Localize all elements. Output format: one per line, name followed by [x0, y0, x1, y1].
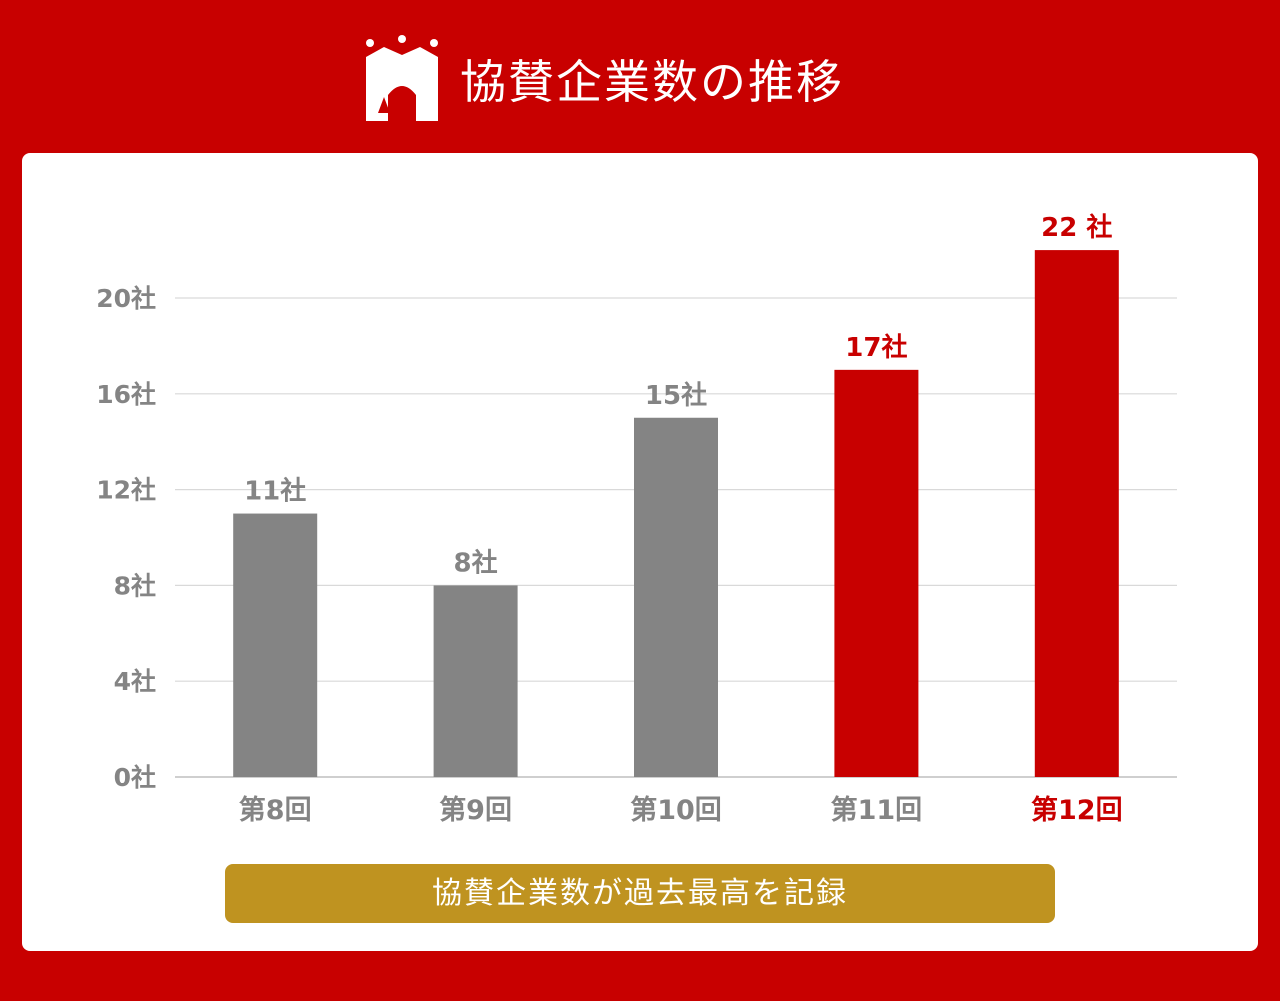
y-tick-label: 20社 — [96, 284, 156, 313]
x-tick-label: 第12回 — [1031, 794, 1123, 826]
chart-card: 0社 4社 8社 12社 16社 20社 11社第8回 8社第9回 15社第10回 17社第11回… — [22, 153, 1258, 951]
bar — [834, 369, 919, 777]
record-banner: 協賛企業数が過去最高を記録 — [225, 864, 1055, 923]
x-tick-label: 第10回 — [630, 794, 722, 826]
bar — [233, 513, 318, 777]
data-label: 15社 — [645, 380, 707, 411]
y-tick-label: 4社 — [114, 667, 156, 696]
data-label: 17社 — [845, 332, 907, 363]
data-label: 11社 — [244, 476, 306, 507]
x-tick-label: 第8回 — [239, 794, 312, 826]
y-tick-label: 0社 — [114, 763, 156, 792]
crown-castle-icon — [366, 35, 438, 121]
x-tick-label: 第11回 — [831, 794, 923, 826]
y-tick-label: 8社 — [114, 571, 156, 600]
page-title: 協賛企業数の推移 — [460, 55, 844, 109]
data-label: 22 社 — [1041, 212, 1112, 243]
bar — [433, 585, 518, 777]
data-label: 8社 — [454, 547, 498, 578]
bar — [634, 417, 718, 777]
bar — [1034, 250, 1119, 778]
header: 協賛企業数の推移 — [0, 0, 1280, 150]
x-tick-label: 第9回 — [439, 794, 512, 826]
y-tick-label: 12社 — [96, 476, 156, 505]
y-tick-label: 16社 — [96, 380, 156, 409]
